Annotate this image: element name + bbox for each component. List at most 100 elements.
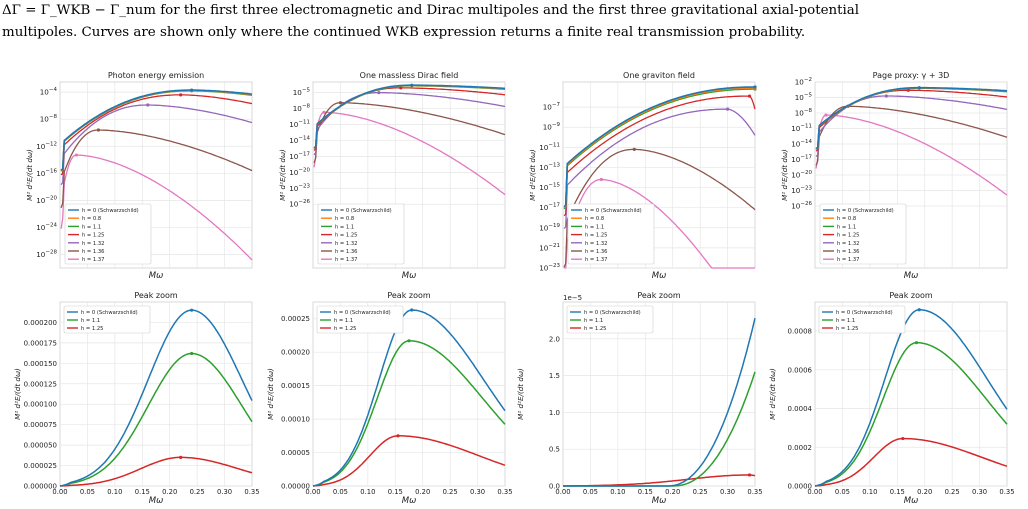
peak-marker	[377, 91, 381, 95]
x-tick-label: 0.05	[835, 488, 850, 496]
x-tick-label: 0.25	[190, 488, 205, 496]
peak-marker	[410, 83, 414, 87]
peak-marker	[190, 308, 194, 312]
y-tick-label: 10−8	[40, 114, 58, 124]
chart-title: One massless Dirac field	[360, 71, 459, 80]
y-tick-label: 10−13	[539, 162, 560, 172]
y-tick-label: 10−4	[40, 87, 58, 97]
y-tick-label: 0.00015	[281, 382, 310, 390]
legend-entry: h = 1.32	[837, 241, 859, 247]
y-tick-label: 10−19	[539, 223, 560, 233]
peak-marker	[824, 113, 828, 117]
x-tick-label: 0.00	[555, 488, 570, 496]
y-tick-label: 10−23	[539, 263, 560, 273]
series-line	[60, 104, 253, 186]
legend-entry: h = 1.25	[837, 233, 859, 239]
x-tick-label: 0.20	[415, 488, 430, 496]
legend-entry: h = 0 (Schwarzschild)	[585, 208, 642, 214]
legend-box	[566, 305, 654, 334]
y-tick-label: 10−17	[539, 203, 560, 213]
series-line	[563, 95, 756, 217]
y-tick-label: 1.5	[549, 372, 560, 380]
legend-entry: h = 1.37	[82, 257, 104, 263]
legend-box	[819, 203, 907, 265]
y-tick-label: 0.00005	[281, 449, 310, 457]
y-tick-label: 2.0	[549, 335, 560, 343]
y-axis-label: M² d²E/(dt dω)	[25, 149, 34, 201]
legend-entry: h = 1.1	[334, 318, 353, 324]
series-line	[60, 129, 253, 209]
series-line	[814, 308, 1008, 487]
y-tick-label: 10−5	[293, 88, 311, 98]
peak-marker	[753, 85, 757, 89]
legend-box	[317, 203, 405, 265]
y-tick-label: 10−20	[791, 170, 812, 180]
y-axis-label: M² d²E/(dt dω)	[528, 149, 537, 201]
x-tick-label: 0.20	[917, 488, 932, 496]
y-tick-label: 0.000125	[24, 380, 57, 388]
legend-entry: h = 1.25	[82, 233, 104, 239]
x-tick-label: 0.35	[999, 488, 1014, 496]
chart-title: Page proxy: γ + 3D	[873, 71, 950, 80]
y-tick-label: 10−2	[795, 77, 812, 87]
y-tick-label: 0.0006	[788, 366, 813, 374]
y-tick-label: 10−21	[539, 243, 560, 253]
legend-entry: h = 1.36	[335, 249, 357, 255]
x-tick-label: 0.30	[720, 488, 735, 496]
x-tick-label: 0.20	[665, 488, 680, 496]
chart-panel-8: Peak zoom Mω M² d²E/(dt dω) 0.0000 0.0002 0.0…	[768, 291, 1015, 506]
legend-entry: h = 0 (Schwarzschild)	[334, 310, 391, 316]
peak-marker	[917, 86, 921, 90]
x-axis-label: Mω	[402, 271, 416, 281]
x-tick-label: 0.30	[217, 488, 232, 496]
legend-entry: h = 1.1	[836, 318, 855, 324]
peak-marker	[338, 101, 343, 105]
chart-title: Photon energy emission	[108, 71, 204, 80]
peak-marker	[906, 88, 910, 92]
peak-marker	[747, 94, 752, 98]
peak-marker	[74, 153, 79, 157]
peak-marker	[322, 110, 326, 114]
legend-entry: h = 0 (Schwarzschild)	[836, 310, 893, 316]
x-tick-label: 0.10	[360, 488, 375, 496]
x-axis-label: Mω	[149, 496, 163, 506]
legend-entry: h = 1.1	[584, 318, 603, 324]
x-tick-label: 0.35	[497, 488, 512, 496]
y-axis-label: M² d²E/(dt dω)	[768, 368, 777, 420]
legend-entry: h = 1.37	[585, 257, 607, 263]
chart-title: Peak zoom	[134, 291, 178, 300]
legend-entry: h = 1.37	[335, 257, 357, 263]
y-tick-label: 0.000175	[24, 339, 57, 347]
legend-entry: h = 1.32	[585, 241, 607, 247]
legend-entry: h = 1.1	[81, 318, 100, 324]
peak-marker	[96, 128, 100, 132]
legend-entry: h = 0 (Schwarzschild)	[81, 310, 138, 316]
x-tick-label: 0.15	[388, 488, 403, 496]
x-tick-label: 0.10	[107, 488, 122, 496]
legend-entry: h = 1.37	[837, 257, 859, 263]
peak-marker	[190, 351, 194, 356]
y-tick-label: 0.00025	[281, 315, 310, 323]
x-tick-label: 0.15	[135, 488, 150, 496]
series-line	[59, 352, 253, 487]
x-tick-label: 0.05	[80, 488, 95, 496]
x-tick-label: 0.35	[244, 488, 259, 496]
legend-entry: h = 0 (Schwarzschild)	[82, 208, 139, 214]
y-tick-label: 0.00000	[281, 483, 310, 491]
chart-panel-2: One massless Dirac field Mω M² d²E/(dt dω)…	[278, 71, 506, 281]
peak-marker	[146, 103, 150, 107]
legend-entry: h = 1.1	[585, 224, 604, 230]
y-tick-label: 10−14	[289, 135, 310, 145]
legend-entry: h = 1.32	[335, 241, 357, 247]
peak-marker	[179, 455, 183, 459]
chart-panel-5: Peak zoom Mω M² d²E/(dt dω) 0.000000 0.00002…	[13, 291, 260, 506]
legend-entry: h = 1.25	[81, 326, 103, 332]
y-tick-label: 10−17	[289, 151, 310, 161]
y-axis-label: M² d²E/(dt dω)	[780, 149, 789, 201]
figure-caption: ΔΓ = Γ_WKB − Γ_num for the first three e…	[2, 0, 1026, 44]
x-tick-label: 0.00	[52, 488, 67, 496]
y-tick-label: 10−20	[36, 195, 57, 205]
y-tick-label: 10−8	[795, 108, 813, 118]
y-tick-label: 0.000100	[24, 401, 57, 409]
legend-entry: h = 1.25	[585, 233, 607, 239]
